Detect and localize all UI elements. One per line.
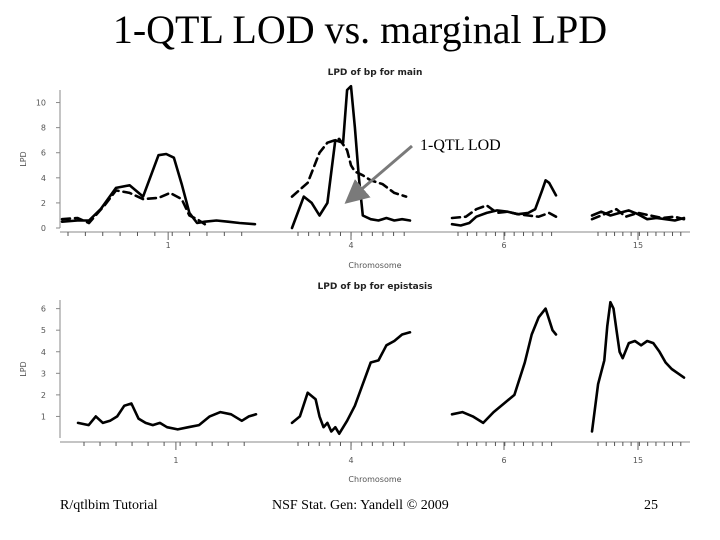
- x-tick-label: 1: [173, 456, 178, 465]
- lpd-curve-chr15: [590, 300, 686, 433]
- y-axis-label: LPD: [19, 361, 28, 376]
- footer-center: NSF Stat. Gen: Yandell © 2009: [272, 498, 449, 513]
- lpd-curve-chr4: [290, 84, 412, 230]
- lpd-curve-chr1: [60, 152, 257, 226]
- y-tick-label: 1: [41, 412, 46, 421]
- x-tick-label: 1: [166, 241, 171, 250]
- y-tick-label: 4: [41, 174, 46, 183]
- y-tick-label: 3: [41, 369, 46, 378]
- lpd-curve-chr15: [590, 209, 686, 222]
- chart-panel-2: LPD of bp for epistasis 1 2 3 4 5 6 LPD 1 4 6 15 Chr…: [19, 282, 690, 484]
- y-tick-label: 0: [41, 224, 46, 233]
- y-tick-label: 5: [41, 326, 46, 335]
- x-tick-label: 6: [501, 241, 506, 250]
- x-tick-label: 4: [348, 456, 353, 465]
- lpd-curve-chr4: [290, 330, 412, 436]
- x-tick-label: 15: [633, 456, 643, 465]
- lod-curve-chr4: [290, 137, 408, 198]
- x-tick-label: 15: [633, 241, 643, 250]
- lpd-curve-chr1: [76, 402, 258, 431]
- x-tick-label: 6: [501, 456, 506, 465]
- lpd-curve-chr6: [450, 179, 558, 227]
- footer-left: R/qtlbim Tutorial: [60, 498, 158, 513]
- x-axis-label: Chromosome: [348, 475, 401, 484]
- y-tick-label: 2: [41, 391, 46, 400]
- lod-curve-chr15: [590, 207, 686, 221]
- slide-title: 1-QTL LOD vs. marginal LPD: [112, 7, 608, 52]
- y-tick-label: 10: [36, 99, 46, 108]
- y-tick-label: 8: [41, 124, 46, 133]
- lod-curve-chr6: [450, 204, 558, 220]
- lpd-curve-chr6: [450, 307, 558, 425]
- chart-title: LPD of bp for main: [328, 68, 423, 78]
- x-axis-label: Chromosome: [348, 261, 401, 270]
- lod-curve-chr1: [60, 189, 207, 226]
- y-tick-label: 4: [41, 348, 46, 357]
- x-tick-label: 4: [348, 241, 353, 250]
- annotation-arrow: [344, 144, 413, 204]
- chart-title: LPD of bp for epistasis: [317, 282, 432, 292]
- annotation-label: 1-QTL LOD: [420, 137, 501, 154]
- chart-panel-1: LPD of bp for main 0 2 4 6 8 10 LPD 1 4 6 15 Chromos…: [19, 68, 690, 270]
- y-tick-label: 2: [41, 199, 46, 208]
- y-tick-label: 6: [41, 149, 46, 158]
- y-tick-label: 6: [41, 305, 46, 314]
- page-number: 25: [644, 498, 658, 513]
- y-axis-label: LPD: [19, 151, 28, 166]
